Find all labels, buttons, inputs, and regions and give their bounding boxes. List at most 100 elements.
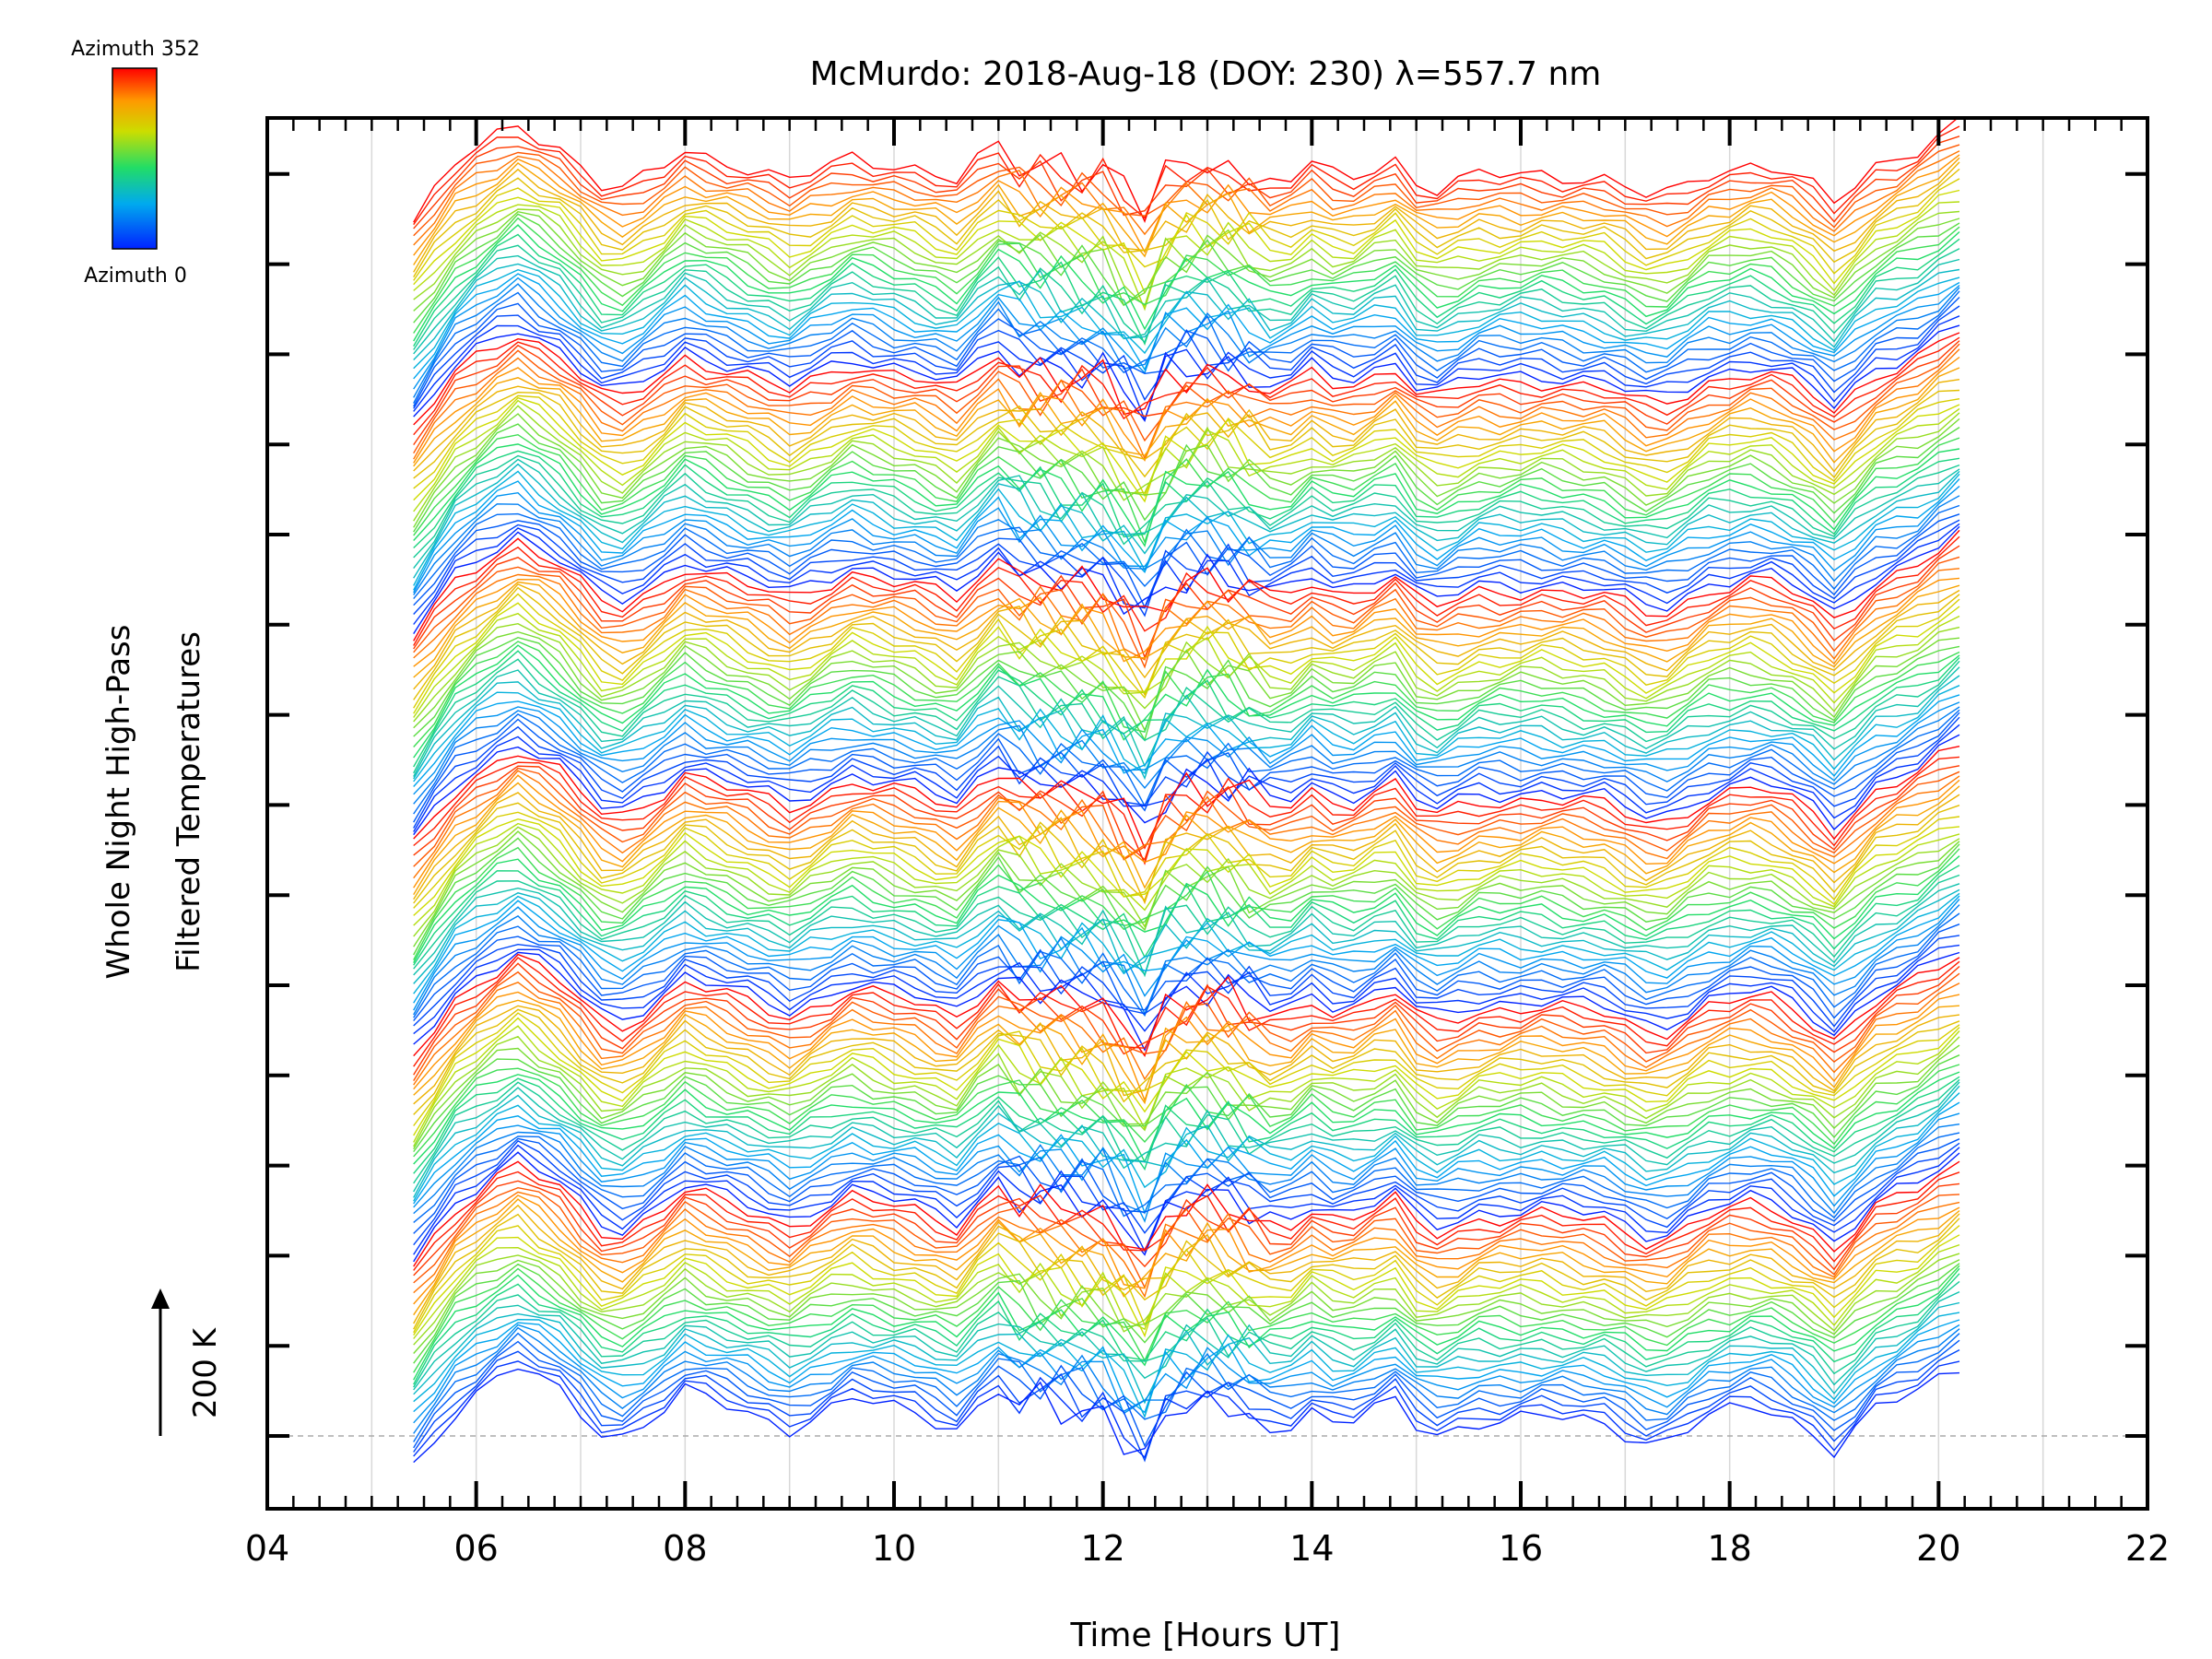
series-line — [413, 1198, 1960, 1316]
series-line — [413, 1112, 1960, 1223]
series-line — [413, 332, 1960, 426]
series-line — [413, 999, 1960, 1105]
series-line — [413, 213, 1960, 324]
series-line — [413, 1191, 1960, 1299]
series-line — [413, 315, 1960, 422]
x-tick-label: 12 — [1080, 1528, 1124, 1569]
series-line — [413, 924, 1960, 1022]
traces — [413, 115, 1960, 1464]
series-line — [413, 706, 1960, 805]
series-line — [413, 1265, 1960, 1373]
series-line — [413, 268, 1960, 370]
series-line — [413, 405, 1960, 522]
series-line — [413, 1085, 1960, 1198]
series-line — [413, 1054, 1960, 1153]
x-tick-label: 18 — [1707, 1528, 1751, 1569]
scale-arrowhead — [151, 1288, 170, 1309]
series-line — [413, 150, 1960, 246]
series-line — [413, 290, 1960, 404]
series-line — [413, 443, 1960, 547]
series-line — [413, 1360, 1960, 1459]
y-axis-label-line1: Whole Night High-Pass — [100, 625, 137, 980]
series-line — [413, 1132, 1960, 1223]
series-line — [413, 874, 1960, 978]
series-line — [413, 802, 1960, 904]
series-line — [413, 892, 1960, 994]
series-line — [413, 1025, 1960, 1143]
series-line — [413, 367, 1960, 467]
series-line — [413, 895, 1960, 1004]
series-line — [413, 935, 1960, 1028]
series-line — [413, 458, 1960, 570]
series-line — [413, 556, 1960, 669]
series-line — [413, 1280, 1960, 1388]
series-line — [413, 168, 1960, 277]
series-line — [413, 254, 1960, 355]
series-line — [413, 602, 1960, 714]
series-line — [413, 224, 1960, 342]
series-line — [413, 1263, 1960, 1364]
series-line — [413, 529, 1960, 641]
series-line — [413, 217, 1960, 334]
series-line — [413, 433, 1960, 545]
series-line — [413, 454, 1960, 559]
series-line — [413, 865, 1960, 966]
series-line — [413, 210, 1960, 312]
series-line — [413, 912, 1960, 1018]
series-line — [413, 709, 1960, 815]
series-line — [413, 161, 1960, 273]
series-line — [413, 389, 1960, 479]
series-line — [413, 348, 1960, 461]
series-line — [413, 899, 1960, 1011]
series-line — [413, 1204, 1960, 1324]
series-line — [413, 962, 1960, 1076]
series-line — [413, 1017, 1960, 1136]
series-line — [413, 1234, 1960, 1338]
series-line — [413, 1324, 1960, 1424]
series-line — [413, 774, 1960, 888]
series-line — [413, 135, 1960, 229]
series-line — [413, 951, 1960, 1052]
series-line — [413, 1144, 1960, 1255]
series-line — [413, 394, 1960, 498]
series-line — [413, 1081, 1960, 1193]
series-line — [413, 1101, 1960, 1215]
series-line — [413, 1348, 1960, 1463]
series-line — [413, 811, 1960, 909]
colorbar — [112, 67, 158, 250]
series-line — [413, 1071, 1960, 1165]
series-line — [413, 953, 1960, 1058]
series-line — [413, 734, 1960, 836]
series-line — [413, 1339, 1960, 1449]
series-line — [413, 701, 1960, 795]
series-line — [413, 201, 1960, 312]
series-line — [413, 904, 1960, 1016]
series-line — [413, 641, 1960, 747]
series-line — [413, 233, 1960, 347]
series-line — [413, 883, 1960, 976]
series-line — [413, 991, 1960, 1102]
series-line — [413, 1064, 1960, 1158]
series-line — [413, 413, 1960, 528]
series-line — [413, 1326, 1960, 1434]
series-line — [413, 724, 1960, 832]
x-tick-label: 10 — [872, 1528, 916, 1569]
series-line — [413, 837, 1960, 956]
series-line — [413, 622, 1960, 723]
series-line — [413, 283, 1960, 398]
series-line — [413, 826, 1960, 937]
series-line — [413, 343, 1960, 454]
series-line — [413, 1253, 1960, 1346]
series-line — [413, 756, 1960, 865]
series-line — [413, 957, 1960, 1067]
series-line — [413, 982, 1960, 1086]
x-tick-label: 16 — [1499, 1528, 1543, 1569]
series-line — [413, 1301, 1960, 1405]
series-line — [413, 178, 1960, 281]
series-line — [413, 1290, 1960, 1391]
series-line — [413, 470, 1960, 586]
series-line — [413, 1186, 1960, 1289]
x-tick-label: 04 — [245, 1528, 289, 1569]
series-line — [413, 1078, 1960, 1184]
series-line — [413, 846, 1960, 960]
